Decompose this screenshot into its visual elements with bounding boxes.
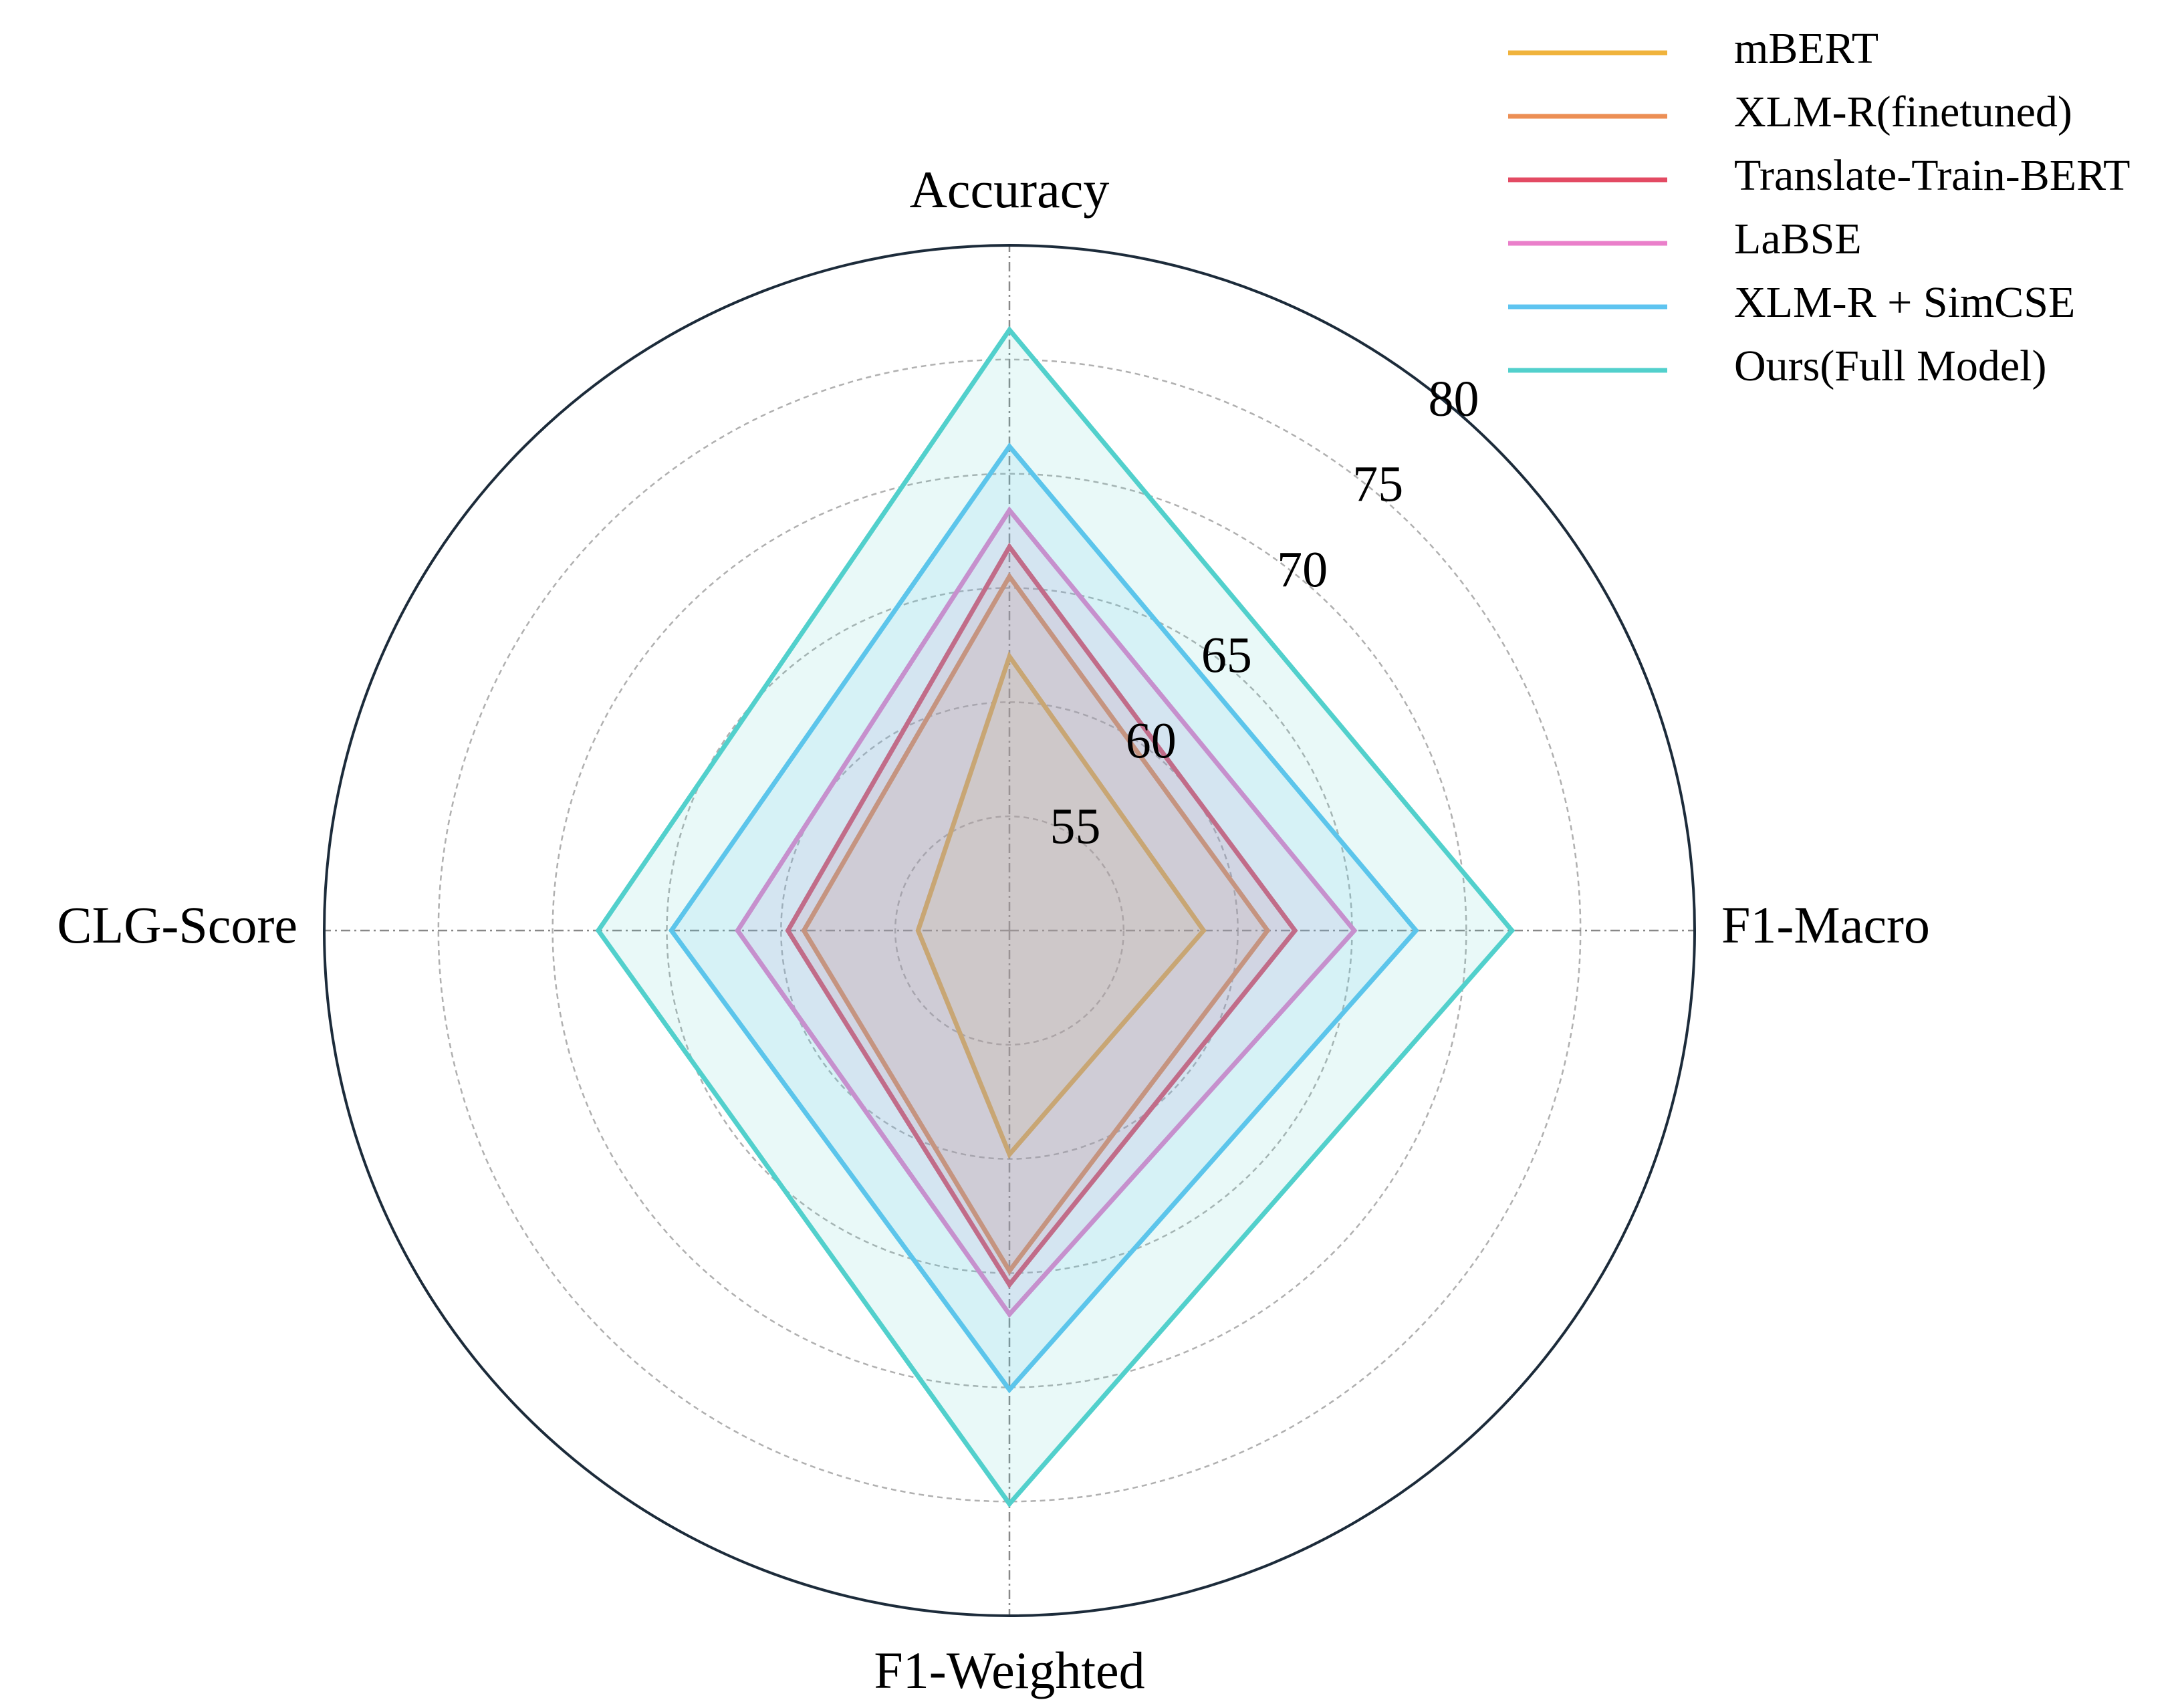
axis-label: F1-Macro (1721, 896, 1930, 954)
legend-label: XLM-R + SimCSE (1734, 278, 2075, 327)
tick-label: 70 (1277, 542, 1328, 598)
tick-label: 75 (1352, 457, 1403, 513)
series-area (668, 442, 1419, 1394)
tick-label: 60 (1126, 713, 1177, 769)
tick-label: 80 (1428, 371, 1479, 427)
axis-label: F1-Weighted (874, 1641, 1144, 1699)
legend-label: Translate-Train-BERT (1734, 151, 2131, 200)
grid-ring (552, 473, 1467, 1388)
axis-label: Accuracy (910, 160, 1110, 219)
grid-ring (894, 815, 1125, 1046)
series-area (801, 572, 1271, 1275)
tick-label: 65 (1201, 628, 1252, 684)
legend-label: mBERT (1734, 24, 1878, 73)
frame (323, 244, 1696, 1617)
legend: mBERT XLM-R(finetuned) Translate-Train-BER… (1508, 24, 2131, 390)
series-area (915, 651, 1207, 1159)
series-area (595, 326, 1515, 1508)
legend-label: Ours(Full Model) (1734, 342, 2046, 390)
series-area (785, 542, 1298, 1289)
axis-label: CLG-Score (57, 896, 297, 954)
legend-label: XLM-R(finetuned) (1734, 88, 2072, 136)
legend-label: LaBSE (1734, 215, 1862, 263)
tick-label: 55 (1050, 798, 1100, 854)
series-area (735, 506, 1358, 1318)
